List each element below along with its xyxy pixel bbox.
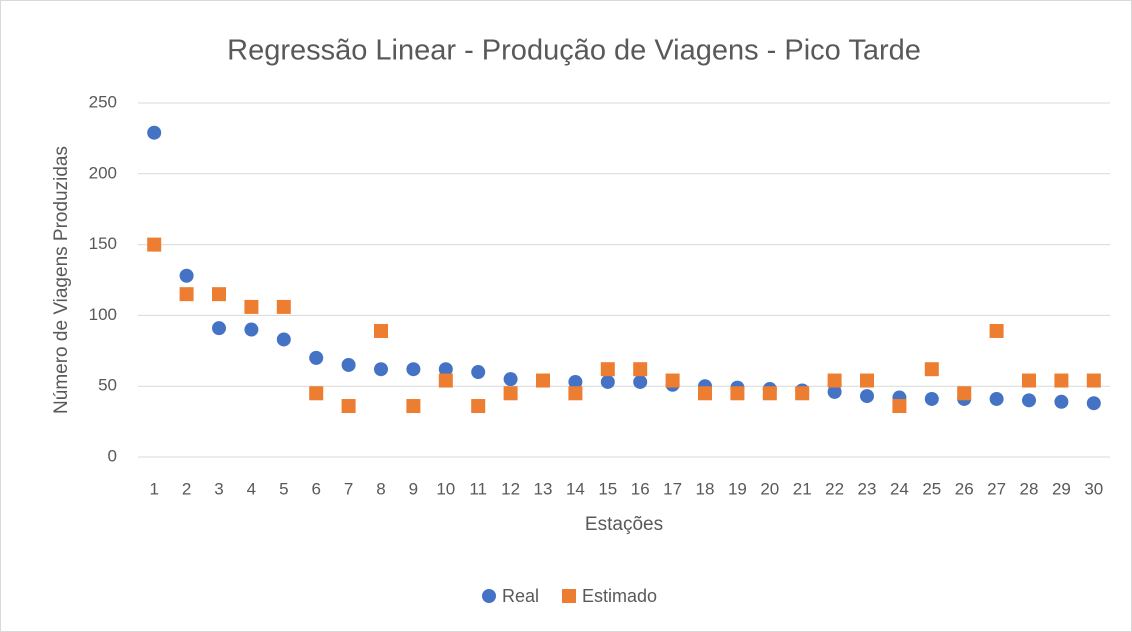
x-tick-label: 24 xyxy=(890,479,909,498)
point xyxy=(147,237,162,252)
point xyxy=(276,332,291,347)
point xyxy=(503,372,518,387)
x-tick-label: 17 xyxy=(663,479,682,498)
point xyxy=(536,373,550,388)
point xyxy=(1022,393,1036,408)
chart-title: Regressão Linear - Produção de Viagens -… xyxy=(227,35,921,67)
point xyxy=(244,299,259,314)
legend-marker xyxy=(562,589,576,603)
x-tick-label: 2 xyxy=(182,479,191,498)
y-tick-label: 50 xyxy=(98,376,117,395)
point xyxy=(374,362,388,377)
x-tick-label: 25 xyxy=(922,479,941,498)
y-tick-label: 200 xyxy=(89,163,117,182)
legend-label: Estimado xyxy=(582,586,657,606)
point xyxy=(827,373,842,388)
x-tick-label: 27 xyxy=(987,479,1006,498)
x-tick-label: 23 xyxy=(858,479,877,498)
point xyxy=(665,373,680,388)
point xyxy=(374,323,388,338)
y-axis-label: Número de Viagens Produzidas xyxy=(51,146,72,414)
point xyxy=(212,321,226,336)
point xyxy=(633,362,648,377)
point xyxy=(406,362,421,377)
point xyxy=(698,386,712,401)
y-tick-label: 0 xyxy=(108,446,117,465)
point xyxy=(892,399,907,414)
legend-marker xyxy=(482,589,496,603)
point xyxy=(860,373,874,388)
y-tick-label: 150 xyxy=(89,234,117,253)
x-tick-label: 7 xyxy=(344,479,353,498)
point xyxy=(633,374,648,389)
y-tick-label: 100 xyxy=(89,305,117,324)
x-tick-label: 15 xyxy=(598,479,617,498)
point xyxy=(957,386,972,401)
point xyxy=(1054,394,1069,409)
x-tick-label: 11 xyxy=(469,479,487,498)
point xyxy=(179,268,194,283)
point xyxy=(147,125,162,140)
x-tick-label: 14 xyxy=(566,479,585,498)
point xyxy=(924,391,939,406)
point xyxy=(276,299,291,314)
x-tick-label: 22 xyxy=(825,479,844,498)
x-tick-label: 12 xyxy=(501,479,520,498)
point xyxy=(730,386,745,401)
point xyxy=(179,287,194,302)
point xyxy=(989,391,1004,406)
point xyxy=(341,357,356,372)
point xyxy=(1022,373,1036,388)
x-tick-label: 9 xyxy=(409,479,418,498)
x-tick-label: 5 xyxy=(279,479,288,498)
x-axis-label: Estações xyxy=(585,514,663,535)
x-tick-label: 26 xyxy=(955,479,974,498)
point xyxy=(568,386,583,401)
point xyxy=(406,399,421,414)
x-tick-label: 1 xyxy=(149,479,158,498)
x-tick-label: 13 xyxy=(534,479,553,498)
x-tick-label: 29 xyxy=(1052,479,1071,498)
legend-label: Real xyxy=(502,586,539,606)
y-tick-label: 250 xyxy=(89,92,117,111)
point xyxy=(438,362,453,377)
x-tick-label: 21 xyxy=(793,479,812,498)
point xyxy=(1086,396,1101,411)
x-tick-label: 4 xyxy=(247,479,256,498)
point xyxy=(860,389,874,404)
point xyxy=(1054,373,1069,388)
point xyxy=(212,287,226,302)
x-tick-label: 28 xyxy=(1020,479,1039,498)
point xyxy=(568,374,583,389)
point xyxy=(600,362,615,377)
point xyxy=(1086,373,1101,388)
point xyxy=(762,386,777,401)
point xyxy=(244,322,259,337)
x-tick-label: 18 xyxy=(696,479,715,498)
x-tick-label: 8 xyxy=(376,479,385,498)
point xyxy=(341,399,356,414)
x-tick-label: 16 xyxy=(631,479,650,498)
point xyxy=(309,386,324,401)
point xyxy=(989,323,1004,338)
point xyxy=(827,384,842,399)
point xyxy=(471,399,486,414)
x-tick-label: 6 xyxy=(311,479,320,498)
point xyxy=(438,373,453,388)
x-tick-label: 10 xyxy=(436,479,455,498)
point xyxy=(309,350,324,365)
point xyxy=(600,374,615,389)
point xyxy=(924,362,939,377)
point xyxy=(503,386,518,401)
x-tick-label: 19 xyxy=(728,479,747,498)
x-tick-label: 30 xyxy=(1084,479,1103,498)
x-tick-label: 3 xyxy=(214,479,223,498)
point xyxy=(471,365,486,380)
point xyxy=(795,386,810,401)
x-tick-label: 20 xyxy=(760,479,779,498)
